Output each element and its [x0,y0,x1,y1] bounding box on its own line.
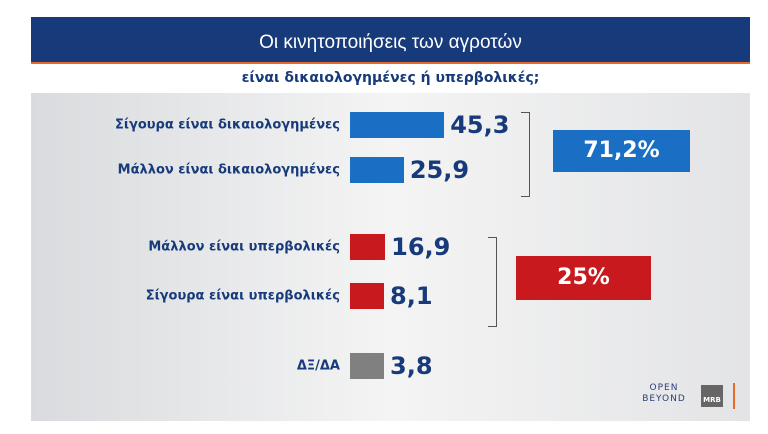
value-label: 45,3 [450,111,510,139]
bar [350,283,384,309]
chart-title: Οι κινητοποιήσεις των αγροτών [31,17,750,64]
bar [350,112,445,138]
chart-panel: Οι κινητοποιήσεις των αγροτών είναι δικα… [31,17,750,421]
bar [350,353,384,379]
value-label: 25,9 [409,156,470,184]
bar [350,234,386,260]
chart-subtitle: είναι δικαιολογημένες ή υπερβολικές; [31,64,750,92]
value-label: 16,9 [391,233,451,261]
category-label: Σίγουρα είναι δικαιολογημένες [115,117,340,133]
group-total-exaggerated: 25% [516,256,651,300]
open-logo: OPEN BEYOND [642,383,686,404]
value-label: 3,8 [390,352,433,380]
divider [733,383,735,409]
bracket-exaggerated [488,237,497,327]
value-label: 8,1 [390,282,433,310]
mrb-logo: MRB [701,385,723,407]
category-label: Μάλλον είναι υπερβολικές [148,239,340,255]
group-total-justified: 71,2% [553,130,690,172]
bracket-justified [521,112,530,197]
bar [350,157,404,183]
category-label: Σίγουρα είναι υπερβολικές [145,288,340,304]
category-label: ΔΞ/ΔΑ [296,358,340,374]
category-label: Μάλλον είναι δικαιολογημένες [117,162,340,178]
